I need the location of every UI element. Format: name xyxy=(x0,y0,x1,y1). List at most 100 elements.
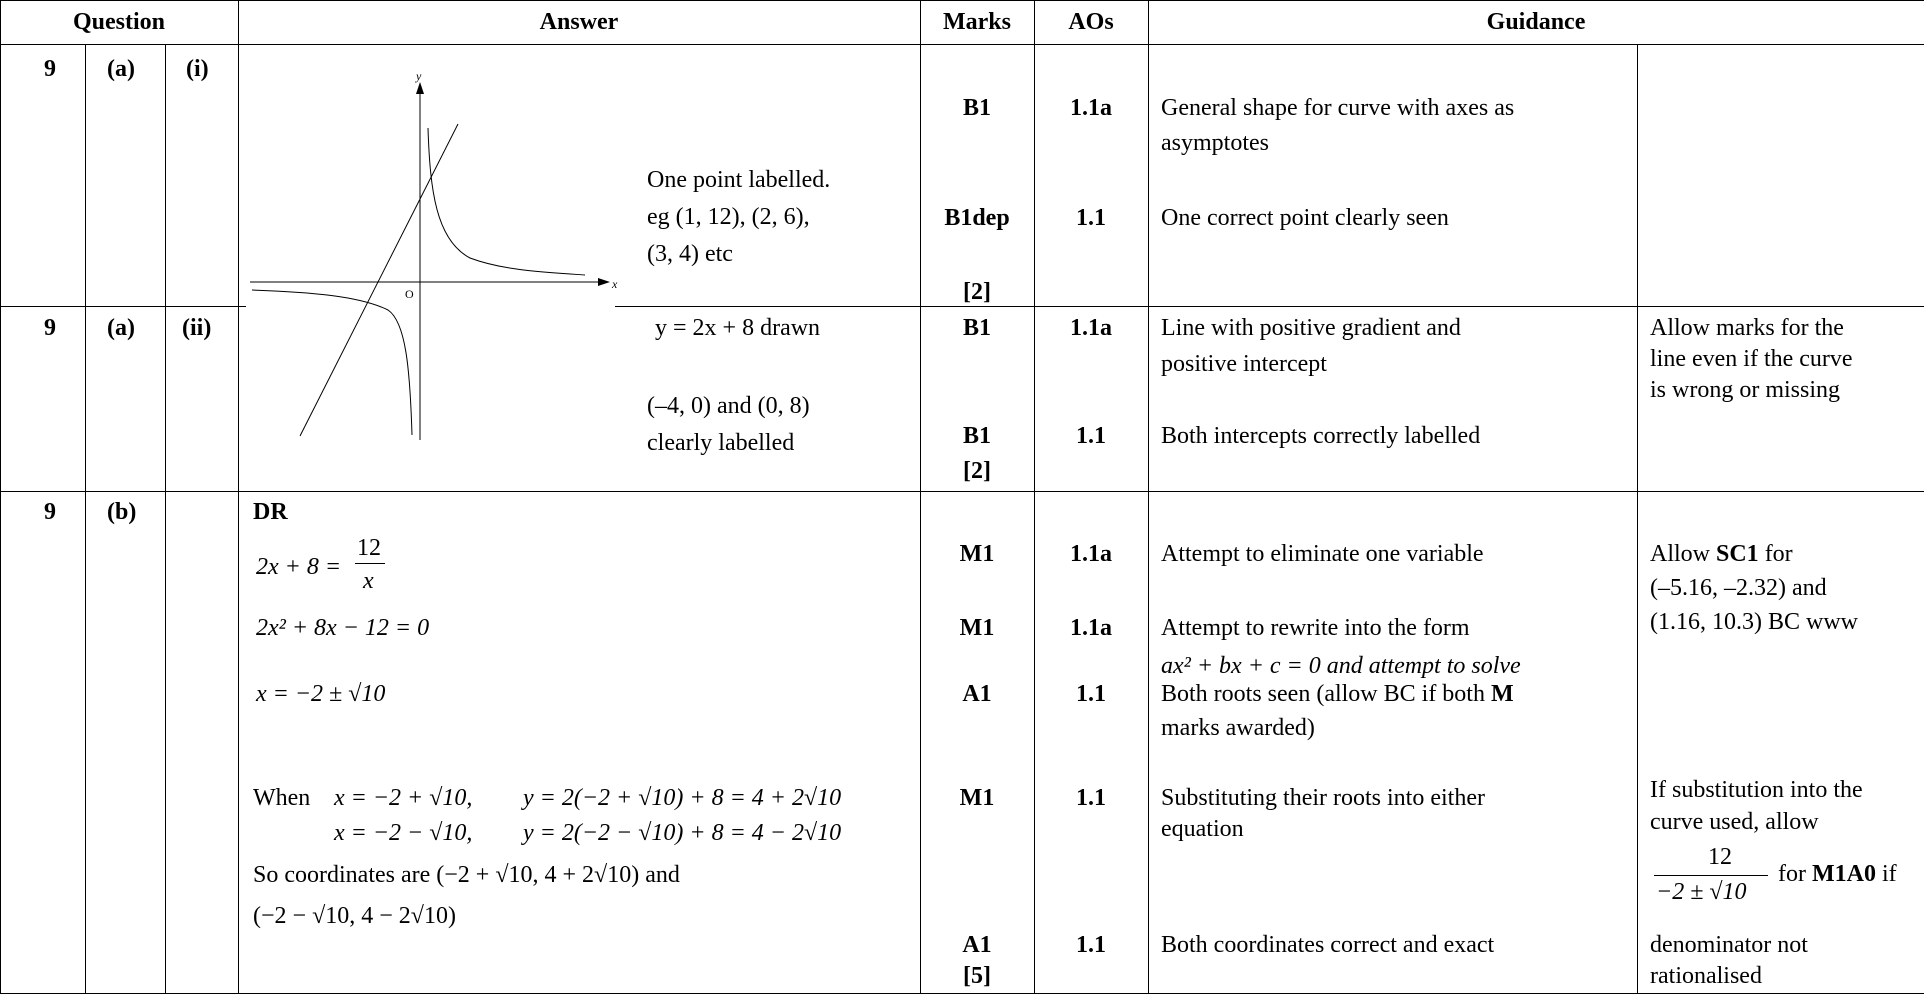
mark: [2] xyxy=(963,279,991,305)
extra-fraction-numerator: 12 xyxy=(1708,844,1732,870)
ao: 1.1a xyxy=(1070,95,1112,121)
extra-text: Allow xyxy=(1650,541,1716,567)
extra-text: for xyxy=(1778,861,1812,887)
guidance-line: Attempt to eliminate one variable xyxy=(1161,541,1484,567)
mark: B1dep xyxy=(944,205,1010,231)
ao: 1.1a xyxy=(1070,541,1112,567)
question-number: 9 xyxy=(44,315,56,341)
equation-2: 2x² + 8x − 12 = 0 xyxy=(256,615,430,641)
guidance-line: equation xyxy=(1161,816,1244,842)
when-label: When xyxy=(253,785,311,811)
substitution-2-x: x = −2 − √10, xyxy=(334,820,473,846)
extra-guidance-line: curve used, allow xyxy=(1650,809,1819,835)
guidance-line: ax² + bx + c = 0 and attempt to solve xyxy=(1161,653,1521,679)
guidance-line: General shape for curve with axes as xyxy=(1161,95,1515,121)
extra-fraction-note: for M1A0 if xyxy=(1778,860,1897,889)
equation-1-fraction-bar xyxy=(355,563,385,564)
extra-guidance-line: If substitution into the xyxy=(1650,777,1863,803)
extra-text: if xyxy=(1875,861,1897,887)
guidance-line: Both intercepts correctly labelled xyxy=(1161,423,1481,449)
question-part: (b) xyxy=(107,499,137,525)
header-answer: Answer xyxy=(539,9,619,35)
ao: 1.1 xyxy=(1076,932,1106,958)
extra-guidance-line: Allow SC1 for xyxy=(1650,540,1793,569)
header-question: Question xyxy=(72,9,165,35)
question-part: (a) xyxy=(107,56,135,82)
header-aos: AOs xyxy=(1068,9,1114,35)
coordinates-line-2: (−2 − √10, 4 − 2√10) xyxy=(253,903,456,929)
ao: 1.1 xyxy=(1076,423,1106,449)
rule-q3 xyxy=(238,0,239,994)
answer-line: (3, 4) etc xyxy=(647,241,733,267)
guidance-line: asymptotes xyxy=(1161,130,1269,156)
x-axis-label: x xyxy=(611,277,618,291)
origin-label: O xyxy=(405,287,414,301)
extra-guidance-line: rationalised xyxy=(1650,963,1762,989)
equation-1-numerator: 12 xyxy=(357,535,381,561)
guidance-line: Both coordinates correct and exact xyxy=(1161,932,1495,958)
curve-upper-branch xyxy=(427,127,586,276)
answer-line: (–4, 0) and (0, 8) xyxy=(647,393,810,419)
equation-1-denominator: x xyxy=(363,568,374,594)
guidance-line: Attempt to rewrite into the form xyxy=(1161,615,1470,641)
extra-bold: M1A0 xyxy=(1811,861,1876,887)
answer-line: One point labelled. xyxy=(647,167,831,193)
dr-label: DR xyxy=(253,499,288,525)
extra-guidance-line: (1.16, 10.3) BC www xyxy=(1650,609,1858,635)
mark: B1 xyxy=(962,95,991,121)
curve-lower-branch xyxy=(251,289,413,436)
equation-1: 2x + 8 = xyxy=(256,554,342,580)
rule-row1-right xyxy=(615,306,1924,307)
mark: M1 xyxy=(959,615,995,641)
header-guidance: Guidance xyxy=(1486,9,1586,35)
answer-line: clearly labelled xyxy=(647,430,795,456)
answer-line: y = 2x + 8 drawn xyxy=(655,315,821,341)
guidance-line: Both roots seen (allow BC if both M xyxy=(1161,680,1514,709)
rule-row2 xyxy=(0,491,1924,492)
extra-fraction-bar xyxy=(1654,875,1768,876)
answer-line: eg (1, 12), (2, 6), xyxy=(647,204,810,230)
y-axis-label: y xyxy=(415,70,422,83)
mark: B1 xyxy=(962,315,991,341)
substitution-1-y: y = 2(−2 + √10) + 8 = 4 + 2√10 xyxy=(523,785,842,811)
mark: B1 xyxy=(962,423,991,449)
guidance-line: Line with positive gradient and xyxy=(1161,315,1461,341)
question-subpart: (ii) xyxy=(182,315,212,341)
rule-guidance xyxy=(1637,44,1638,994)
rule-q1 xyxy=(85,44,86,994)
guidance-line: marks awarded) xyxy=(1161,715,1315,741)
equation-3: x = −2 ± √10 xyxy=(256,681,386,707)
question-number: 9 xyxy=(44,56,56,82)
x-axis-arrow-icon xyxy=(598,278,610,286)
mark: [2] xyxy=(963,458,991,484)
mark: M1 xyxy=(959,541,995,567)
rule-q2 xyxy=(165,44,166,994)
rule-marks xyxy=(1034,0,1035,994)
question-number: 9 xyxy=(44,499,56,525)
substitution-1-x: x = −2 + √10, xyxy=(334,785,473,811)
extra-fraction-denominator: −2 ± √10 xyxy=(1656,879,1747,905)
guidance-text: Both roots seen (allow BC if both xyxy=(1161,681,1491,707)
ao: 1.1a xyxy=(1070,315,1112,341)
guidance-bold: M xyxy=(1490,681,1514,707)
extra-bold: SC1 xyxy=(1716,541,1759,567)
ao: 1.1a xyxy=(1070,615,1112,641)
mark: M1 xyxy=(959,785,995,811)
y-axis-arrow-icon xyxy=(416,82,424,94)
guidance-line: Substituting their roots into either xyxy=(1161,785,1485,811)
line-y-2x-8 xyxy=(299,123,459,437)
coordinates-line-1: So coordinates are (−2 + √10, 4 + 2√10) … xyxy=(253,862,680,888)
question-part: (a) xyxy=(107,315,135,341)
ao: 1.1 xyxy=(1076,785,1106,811)
rule-answer xyxy=(920,0,921,994)
substitution-2-y: y = 2(−2 − √10) + 8 = 4 − 2√10 xyxy=(523,820,842,846)
header-marks: Marks xyxy=(943,9,1011,35)
extra-guidance-line: line even if the curve xyxy=(1650,346,1853,372)
ao: 1.1 xyxy=(1076,205,1106,231)
extra-guidance-line: denominator not xyxy=(1650,932,1808,958)
reciprocal-graph: x y O xyxy=(250,70,618,440)
mark: A1 xyxy=(962,932,992,958)
rule-header xyxy=(0,44,1924,45)
extra-text: for xyxy=(1758,541,1793,567)
